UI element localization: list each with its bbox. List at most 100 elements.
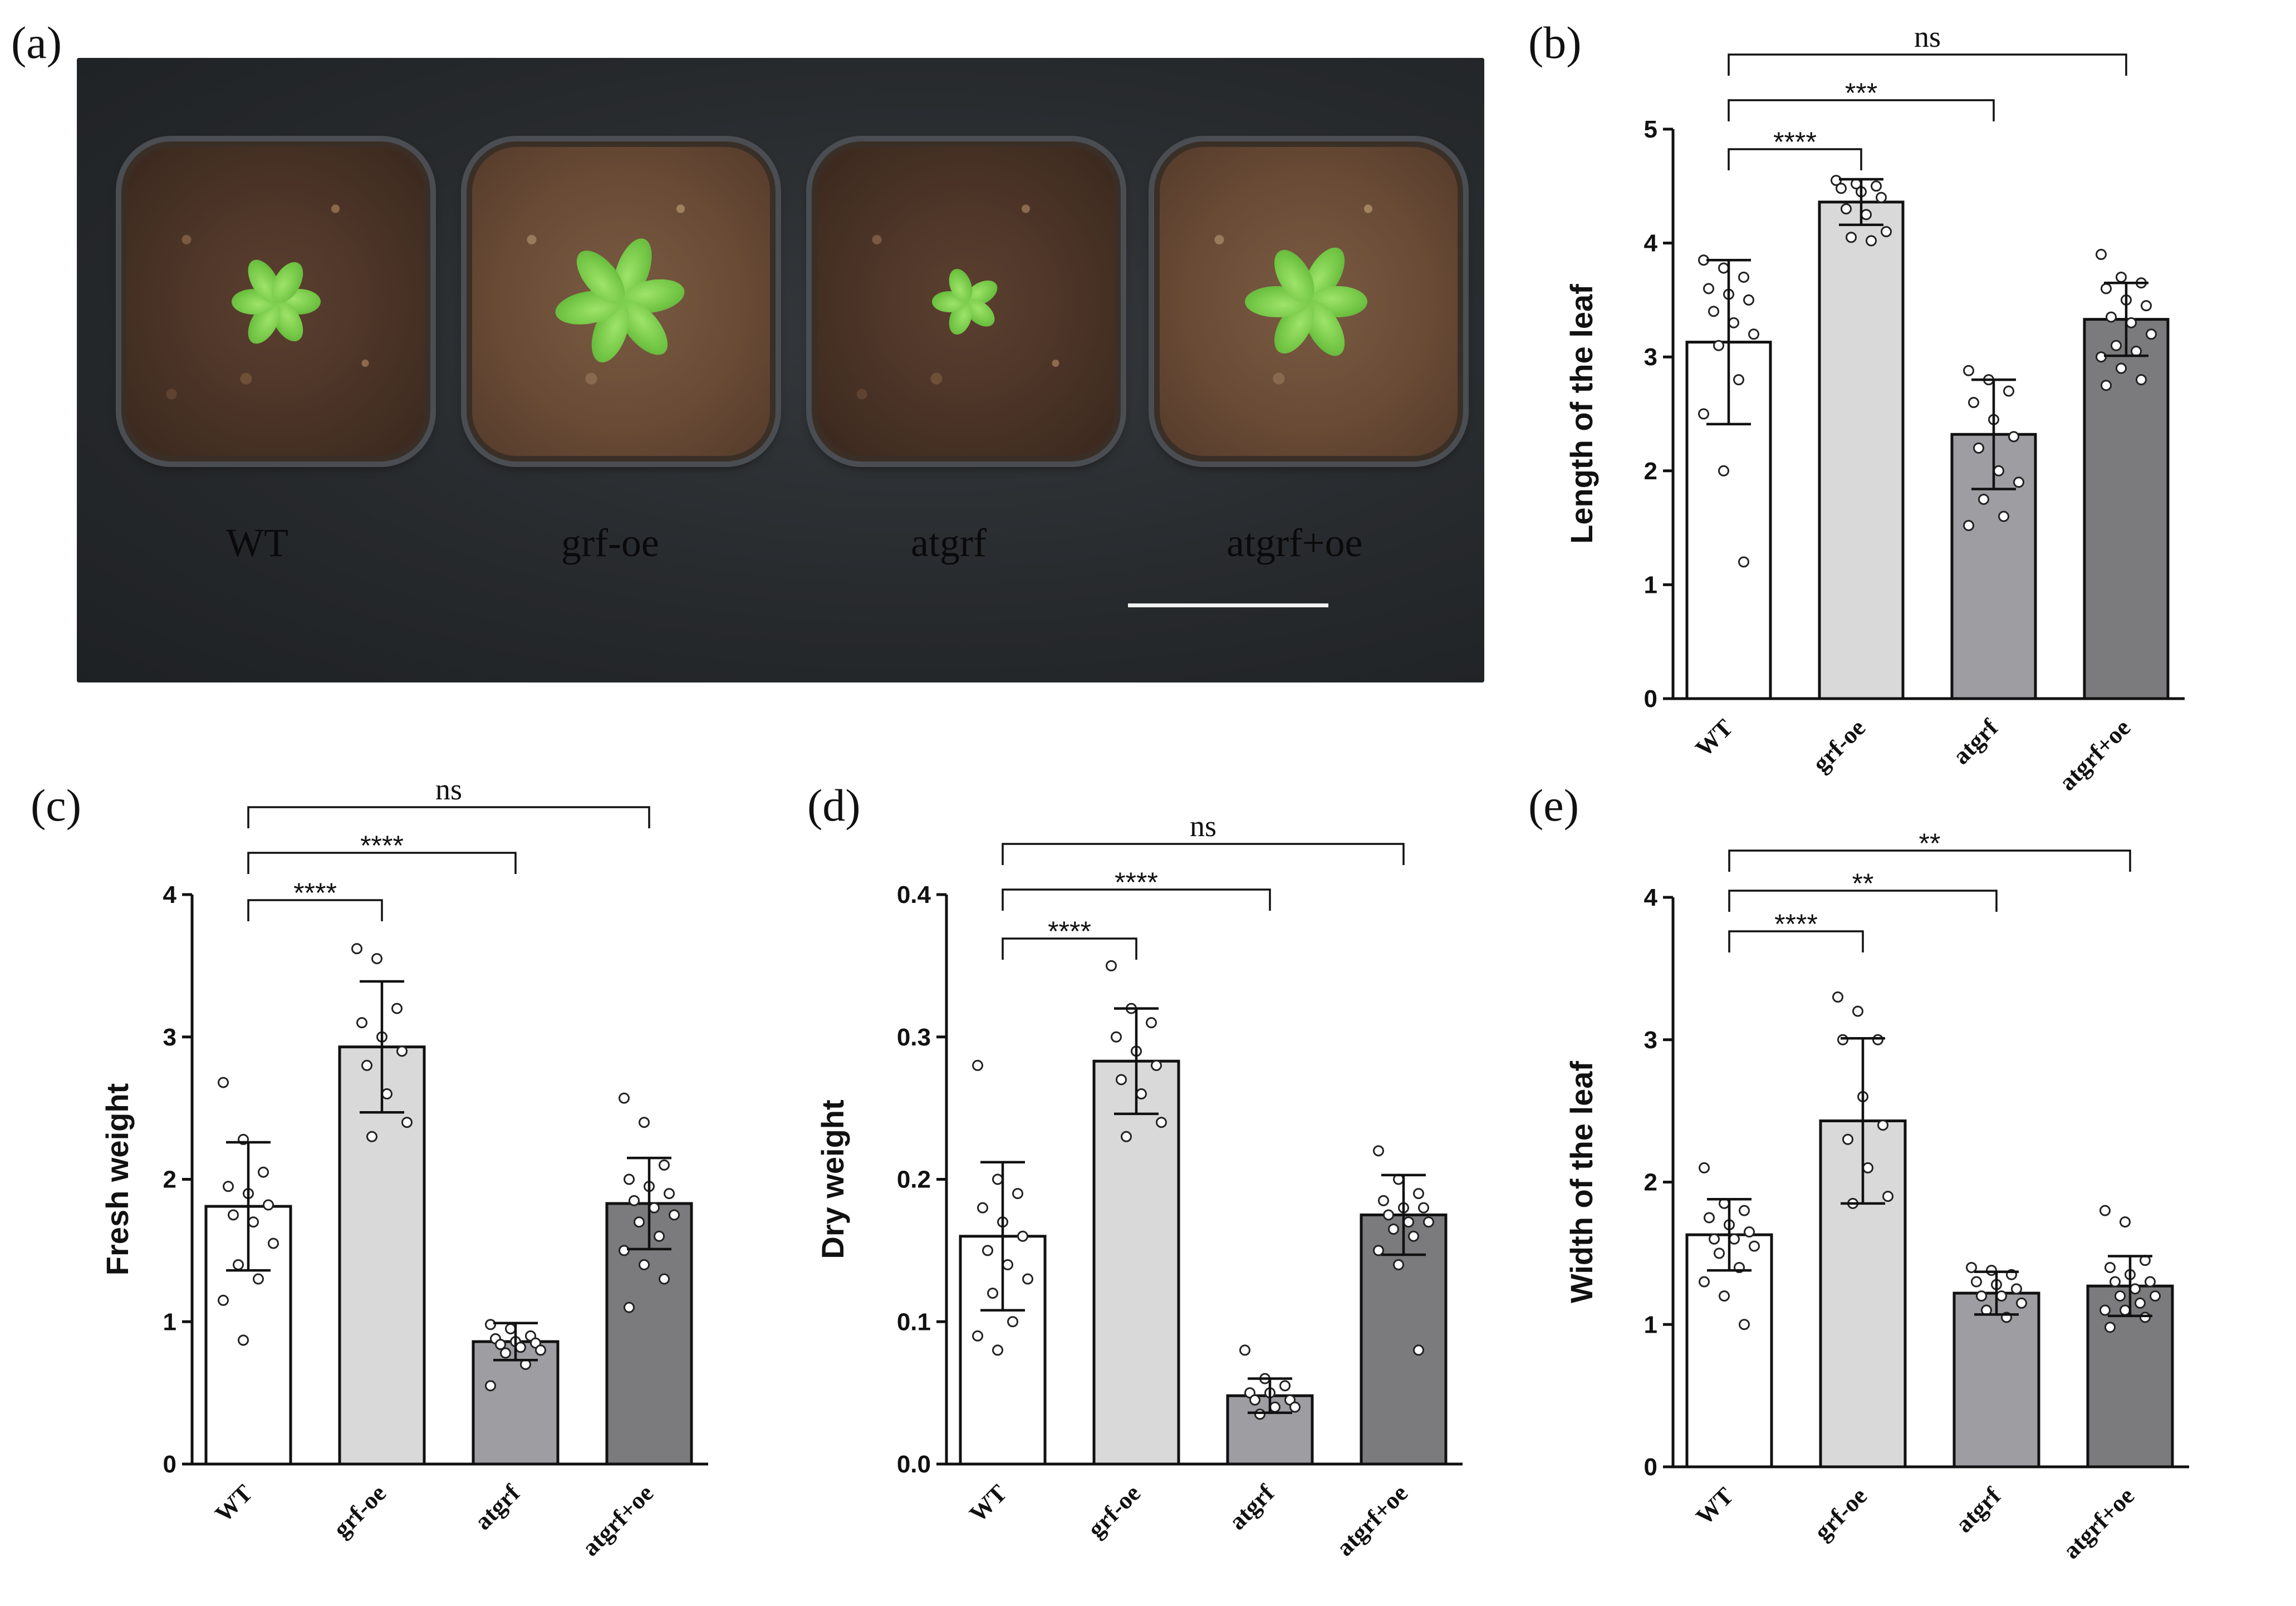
data-point — [1728, 317, 1739, 328]
significance-bracket — [247, 806, 650, 828]
data-point — [624, 1173, 635, 1185]
bar-grf-oe — [1818, 200, 1905, 700]
y-axis-title: Width of the leaf — [1564, 1061, 1599, 1303]
data-point — [1151, 1059, 1162, 1071]
data-point — [1749, 1240, 1760, 1252]
data-point — [1699, 1162, 1710, 1173]
data-point — [2013, 477, 2024, 488]
data-point — [218, 1294, 229, 1306]
data-point — [1017, 1230, 1028, 1242]
panel-label-e: (e) — [1528, 780, 1579, 831]
significance-label: *** — [1845, 77, 1877, 109]
data-point — [1876, 191, 1887, 203]
data-point — [1423, 1216, 1434, 1228]
data-point — [2109, 1276, 2121, 1288]
data-point — [1403, 1216, 1414, 1228]
data-point — [1156, 1117, 1167, 1128]
chart-dry-weight: 0.0 0.1 0.2 0.3 0.4 Dry weight WT grf-oe atgrf at… — [815, 809, 1463, 1561]
data-point — [1116, 1074, 1127, 1086]
data-point — [1111, 1031, 1122, 1043]
data-point — [1136, 1088, 1147, 1100]
data-point — [2126, 317, 2137, 328]
data-point — [1836, 183, 1847, 194]
data-point — [1022, 1273, 1033, 1285]
data-point — [1002, 1259, 1013, 1270]
significance-bracket — [247, 899, 383, 921]
data-point — [1378, 1195, 1389, 1206]
data-point — [977, 1202, 988, 1214]
photo-label-wt: WT — [226, 520, 288, 565]
data-point — [1832, 991, 1843, 1003]
data-point — [1254, 1408, 1265, 1420]
data-point — [2141, 300, 2152, 312]
y-tick-label: 4 — [1644, 230, 1658, 257]
data-point — [263, 1199, 274, 1211]
significance-label: **** — [360, 830, 404, 861]
plant-photograph: WT grf-oe atgrf atgrf+oe — [77, 58, 1484, 682]
y-tick-label: 5 — [1644, 116, 1657, 143]
data-point — [639, 1117, 650, 1128]
y-tick-label: 0.3 — [897, 1024, 931, 1051]
data-point — [2104, 1261, 2116, 1273]
data-point — [1373, 1145, 1384, 1157]
data-point — [1106, 960, 1117, 971]
data-point — [972, 1059, 983, 1071]
data-point — [1743, 294, 1754, 306]
data-point — [2016, 1297, 2027, 1309]
data-point — [1698, 408, 1709, 420]
x-tick-label: WT — [964, 1479, 1013, 1528]
significance-bracket — [1728, 930, 1864, 952]
significance-label: ns — [1914, 20, 1941, 53]
x-tick-label: WT — [210, 1479, 258, 1528]
data-point — [639, 1259, 650, 1270]
data-point — [253, 1273, 264, 1285]
significance-label: **** — [1773, 126, 1817, 158]
data-point — [500, 1347, 511, 1359]
data-point — [228, 1209, 239, 1221]
panel-label-a: (a) — [11, 17, 62, 68]
x-tick-label: atgrf — [1950, 1481, 2006, 1538]
x-tick-label: atgrf+oe — [1331, 1479, 1413, 1561]
data-point — [987, 1288, 998, 1299]
y-tick-label: 3 — [163, 1024, 176, 1051]
data-point — [1739, 1319, 1750, 1330]
data-point — [1738, 271, 1749, 283]
data-point — [659, 1273, 670, 1285]
data-point — [1708, 306, 1719, 317]
data-point — [1713, 340, 1724, 351]
y-tick-label: 0 — [1644, 685, 1657, 713]
significance-bracket — [1728, 99, 1995, 121]
significance-bracket — [1728, 148, 1862, 170]
data-point — [992, 1344, 1003, 1356]
x-tick-label: WT — [1690, 714, 1739, 762]
data-point — [2003, 385, 2014, 397]
y-axis-title: Dry weight — [815, 1099, 850, 1259]
significance-bracket — [1002, 888, 1271, 911]
data-point — [669, 1209, 680, 1221]
data-point — [1007, 1316, 1018, 1328]
data-point — [1718, 465, 1729, 477]
data-point — [258, 1166, 269, 1178]
significance-label: **** — [293, 877, 337, 908]
data-point — [1861, 209, 1872, 220]
data-point — [485, 1319, 496, 1330]
significance-label: ** — [1919, 828, 1941, 859]
pot-atgrf — [812, 141, 1121, 461]
y-axis-title: Fresh weight — [100, 1083, 135, 1275]
data-point — [535, 1344, 546, 1356]
data-point — [1718, 262, 1729, 274]
bar-atgrf+oe — [2083, 318, 2170, 700]
data-point — [1703, 283, 1714, 294]
data-point — [1739, 1205, 1750, 1216]
data-point — [1373, 1245, 1384, 1256]
y-tick-label: 2 — [1644, 458, 1657, 485]
data-point — [2101, 283, 2112, 294]
data-point — [1976, 1290, 1987, 1302]
y-tick-label: 0.1 — [897, 1308, 931, 1335]
x-tick-label: WT — [1691, 1482, 1739, 1530]
x-tick-label: atgrf+oe — [2058, 1482, 2140, 1564]
data-point — [634, 1216, 645, 1228]
x-tick-label: atgrf — [1224, 1479, 1280, 1535]
pot-wt — [121, 141, 430, 461]
x-tick-label: atgrf+oe — [577, 1479, 659, 1561]
